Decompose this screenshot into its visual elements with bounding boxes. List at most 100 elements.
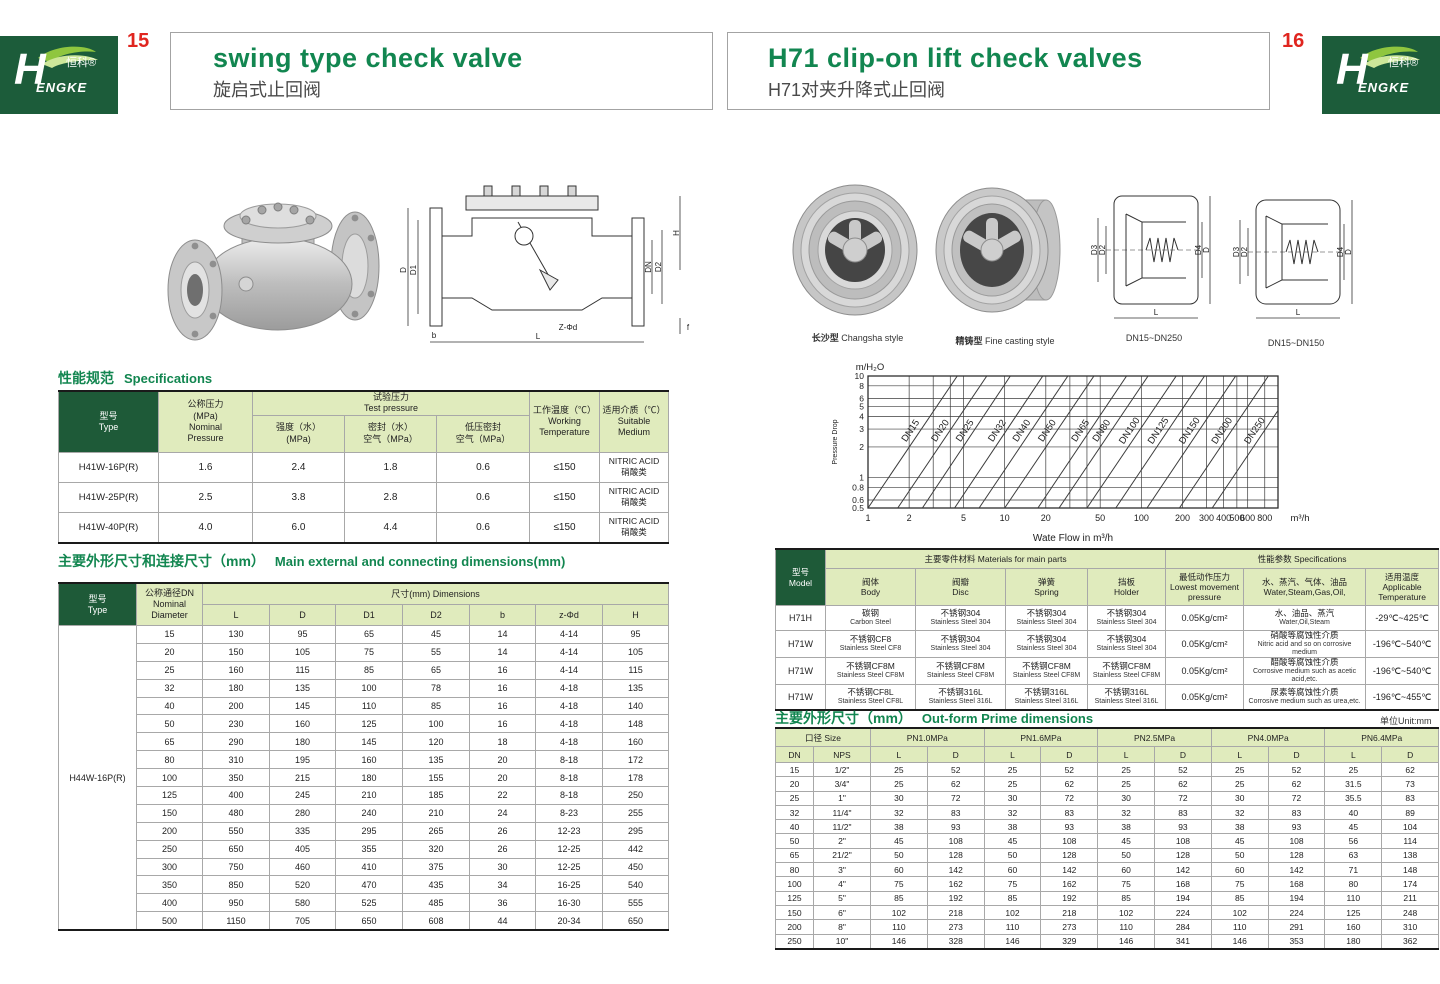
table-cell: 34 (469, 875, 536, 895)
table-cell: 不锈钢316L Stainless Steel 316L (915, 683, 1006, 711)
table-cell: 1/2" (813, 761, 871, 778)
table-cell: 63 (1324, 847, 1383, 864)
table-cell: 102 (1210, 904, 1269, 921)
table-cell: 200 (775, 919, 814, 935)
spec-row: H41W-16P(R) 1.6 2.4 1.8 0.6 ≤150 NITRIC ACID 硝… (58, 451, 670, 483)
table-cell: 194 (1154, 890, 1212, 906)
outform-row: 15 1/2" 25 52 25 52 25 52 25 52 25 62 (775, 761, 1440, 778)
dims-row: 25 160 115 85 65 16 4-14 115 (59, 660, 670, 680)
table-cell: 1" (813, 790, 871, 806)
table-cell: 128 (1154, 847, 1212, 864)
table-cell: H71W (775, 656, 826, 685)
table-cell: 350 (202, 768, 270, 788)
table-cell: 6.0 (252, 511, 345, 543)
dim-label: D4 (1194, 244, 1203, 255)
table-cell: 172 (601, 750, 670, 770)
logo-text: ENGKE (1358, 80, 1410, 95)
table-cell: 26 (469, 821, 536, 841)
table-cell: NITRIC ACID 硝酸类 (599, 511, 670, 543)
table-cell: 60 (870, 862, 928, 878)
table-cell: 215 (269, 768, 336, 788)
table-cell: 192 (926, 890, 985, 906)
y-tick-label: 4 (859, 411, 864, 421)
table-cell: D (1381, 746, 1440, 763)
table-cell: 100 (335, 678, 403, 698)
dims-row: 300 750 460 410 375 30 12-25 450 (59, 857, 670, 877)
table-cell: 130 (202, 625, 270, 644)
table-cell: 200 (202, 696, 270, 716)
materials-row: H71W 不锈钢CF8 Stainless Steel CF8 不锈钢304 Stain… (775, 630, 1440, 658)
table-cell: 608 (402, 911, 470, 931)
mat-col-main-group: 主要零件材料 Materials for main parts (824, 548, 1167, 569)
table-cell: 25 (136, 660, 203, 680)
spec-col-low: 低压密封 空气（MPa） (435, 414, 531, 453)
table-cell: D (1040, 746, 1099, 763)
table-cell: 362 (1381, 933, 1440, 950)
table-cell: NITRIC ACID 硝酸类 (599, 451, 670, 483)
spec-section-title: 性能规范 Specifications (58, 368, 212, 388)
table-cell: 100 (402, 714, 470, 734)
table-cell: 24 (469, 803, 536, 823)
table-cell: 62 (1267, 776, 1326, 792)
table-cell: 162 (926, 876, 985, 892)
table-cell: 2.5 (158, 481, 253, 513)
spec-title-en: Specifications (124, 371, 213, 386)
table-cell: 104 (1381, 819, 1440, 835)
series-line-DN50 (1004, 376, 1095, 508)
materials-subheader-row: 阀体 Body 阀瓣 Disc 弹簧 Spring 挡板 Holder 最低动作… (776, 568, 1440, 606)
table-cell: 110 (1324, 890, 1383, 906)
table-cell: D (926, 746, 985, 763)
y-axis-label: Pressure Drop (832, 419, 839, 464)
table-cell: 11/2" (813, 819, 871, 835)
dim-label: D3 (1232, 246, 1241, 257)
spec-title-zh: 性能规范 (58, 370, 114, 386)
mat-col-body: 阀体 Body (825, 568, 916, 606)
table-cell: 146 (983, 933, 1042, 950)
table-cell: 8-18 (535, 768, 603, 788)
table-cell: 1.6 (158, 451, 253, 483)
table-cell: NITRIC ACID 硝酸类 (599, 481, 670, 513)
table-cell: 15 (775, 761, 814, 778)
dims-row: 350 850 520 470 435 34 16-25 540 (59, 875, 670, 895)
table-cell: 18 (469, 732, 536, 752)
table-cell: 93 (1040, 819, 1099, 835)
table-cell: 375 (402, 857, 470, 877)
dims-row: 80 310 195 160 135 20 8-18 172 (59, 750, 670, 770)
table-cell: 255 (601, 803, 670, 823)
dim-label: L (536, 332, 541, 341)
table-cell: 105 (601, 642, 670, 662)
table-cell: 30 (1210, 790, 1269, 806)
table-cell: 4-18 (535, 696, 603, 716)
table-cell: 不锈钢304 Stainless Steel 304 (1005, 605, 1088, 631)
title-box-left: swing type check valve 旋启式止回阀 (170, 32, 713, 110)
x-tick-label: 800 (1257, 513, 1272, 523)
table-cell: 45 (1324, 819, 1383, 835)
table-cell: 16 (469, 678, 536, 698)
table-cell: 273 (1040, 919, 1099, 935)
mat-col-model: 型号 Model (775, 548, 826, 606)
caption-zh: 精铸型 (955, 336, 983, 346)
table-cell: 25 (983, 761, 1042, 778)
table-cell: 62 (1154, 776, 1212, 792)
table-cell: 52 (1154, 761, 1212, 778)
series-label-DN15: DN15 (900, 418, 923, 444)
table-cell: 100 (775, 876, 814, 892)
table-cell: 0.6 (435, 451, 531, 483)
wafer-valve-photo-finecasting (935, 187, 1061, 313)
table-cell: 142 (926, 862, 985, 878)
table-cell: 328 (926, 933, 985, 950)
table-cell: 0.05Kg/cm² (1165, 605, 1245, 631)
table-cell: 35.5 (1324, 790, 1383, 806)
table-cell: H41W-25P(R) (58, 481, 159, 513)
outform-row: 25 1" 30 72 30 72 30 72 30 72 35.5 83 (775, 790, 1440, 806)
table-cell: -196℃~540℃ (1365, 630, 1440, 658)
x-tick-label: 2 (907, 513, 912, 523)
table-cell: 45 (983, 833, 1042, 849)
table-cell: 108 (1040, 833, 1099, 849)
table-cell: 20 (775, 776, 814, 792)
table-cell: 不锈钢CF8L Stainless Steel CF8L (825, 683, 916, 711)
table-cell: 25 (870, 761, 928, 778)
outform-title-zh: 主要外形尺寸（mm） (775, 710, 912, 726)
spec-col-type: 型号 Type (58, 390, 159, 453)
table-cell: 2" (813, 833, 871, 849)
